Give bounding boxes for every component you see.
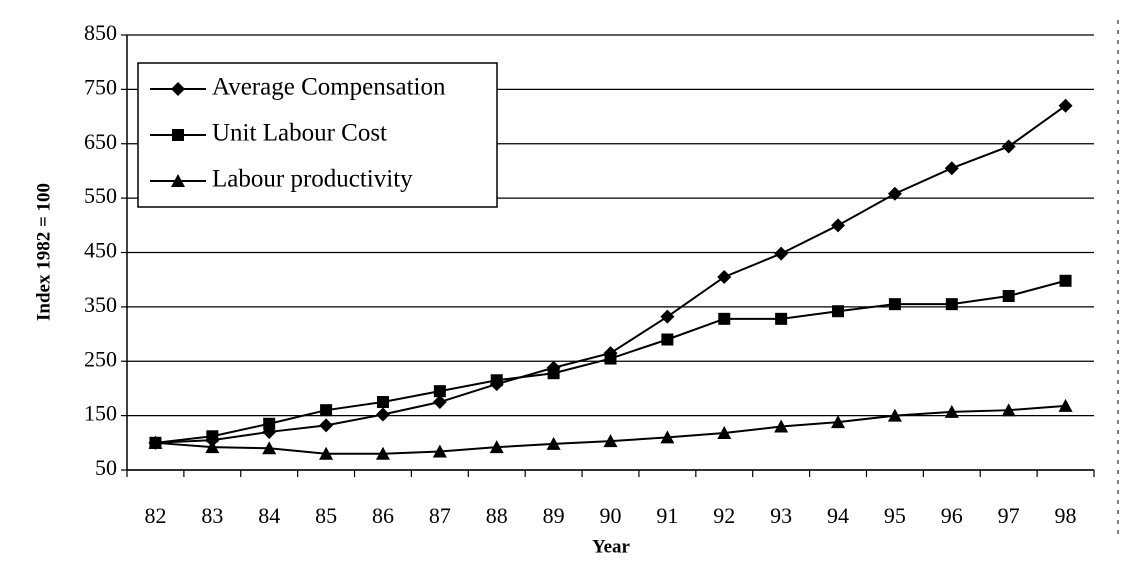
- marker: [775, 312, 788, 325]
- legend-label: Unit Labour Cost: [212, 120, 387, 147]
- x-tick-label: 94: [827, 503, 849, 528]
- legend-label: Average Compensation: [212, 74, 446, 101]
- y-tick-label: 150: [84, 401, 117, 426]
- y-tick-label: 750: [84, 74, 117, 99]
- marker: [944, 161, 959, 176]
- marker: [660, 309, 675, 324]
- marker: [831, 415, 846, 429]
- marker: [603, 434, 618, 448]
- marker: [172, 129, 184, 141]
- x-tick-label: 93: [770, 503, 792, 528]
- marker: [1001, 139, 1016, 154]
- marker: [432, 395, 447, 410]
- marker: [171, 82, 185, 96]
- marker: [432, 444, 447, 458]
- x-tick-label: 86: [372, 503, 394, 528]
- marker: [888, 298, 901, 311]
- marker: [832, 305, 845, 318]
- marker: [887, 186, 902, 201]
- x-tick-label: 83: [201, 503, 223, 528]
- x-tick-label: 85: [315, 503, 337, 528]
- y-tick-label: 350: [84, 292, 117, 317]
- y-tick-label: 50: [95, 455, 117, 480]
- marker: [661, 333, 674, 346]
- marker: [490, 374, 503, 387]
- marker: [206, 430, 219, 443]
- legend-label: Labour productivity: [212, 166, 413, 193]
- x-tick-label: 96: [941, 503, 963, 528]
- y-tick-label: 550: [84, 183, 117, 208]
- marker: [376, 396, 389, 409]
- marker: [1002, 290, 1015, 302]
- x-tick-label: 84: [258, 503, 280, 528]
- marker: [433, 385, 446, 398]
- marker: [774, 419, 789, 433]
- marker: [148, 435, 163, 449]
- marker: [717, 269, 732, 284]
- marker: [604, 352, 617, 365]
- marker: [660, 430, 675, 444]
- x-tick-label: 88: [486, 503, 508, 528]
- marker: [319, 418, 334, 433]
- x-tick-label: 90: [600, 503, 622, 528]
- x-tick-label: 92: [713, 503, 735, 528]
- marker: [1001, 403, 1016, 417]
- marker: [375, 446, 390, 460]
- marker: [171, 174, 185, 187]
- x-tick-label: 98: [1055, 503, 1077, 528]
- marker: [774, 246, 789, 261]
- marker: [717, 426, 732, 440]
- marker: [489, 440, 504, 454]
- x-tick-label: 87: [429, 503, 451, 528]
- marker: [262, 441, 277, 455]
- x-tick-label: 97: [998, 503, 1020, 528]
- marker: [945, 298, 958, 311]
- y-tick-label: 650: [84, 129, 117, 154]
- marker: [263, 417, 276, 430]
- marker: [547, 367, 560, 380]
- x-axis-title: Year: [592, 536, 631, 557]
- x-tick-label: 82: [144, 503, 166, 528]
- marker: [546, 436, 561, 450]
- x-tick-label: 95: [884, 503, 906, 528]
- marker: [320, 404, 333, 417]
- marker: [205, 440, 220, 454]
- y-tick-label: 450: [84, 238, 117, 263]
- marker: [1059, 274, 1072, 287]
- x-tick-label: 89: [543, 503, 565, 528]
- y-tick-label: 250: [84, 346, 117, 371]
- marker: [375, 407, 390, 422]
- marker: [944, 404, 959, 418]
- marker: [718, 312, 731, 325]
- y-axis-title: Index 1982 = 100: [33, 183, 54, 321]
- marker: [887, 408, 902, 422]
- y-tick-label: 850: [84, 20, 117, 45]
- marker: [319, 446, 334, 460]
- x-tick-label: 91: [656, 503, 678, 528]
- marker: [1058, 398, 1073, 412]
- marker: [1058, 98, 1073, 113]
- marker: [831, 218, 846, 233]
